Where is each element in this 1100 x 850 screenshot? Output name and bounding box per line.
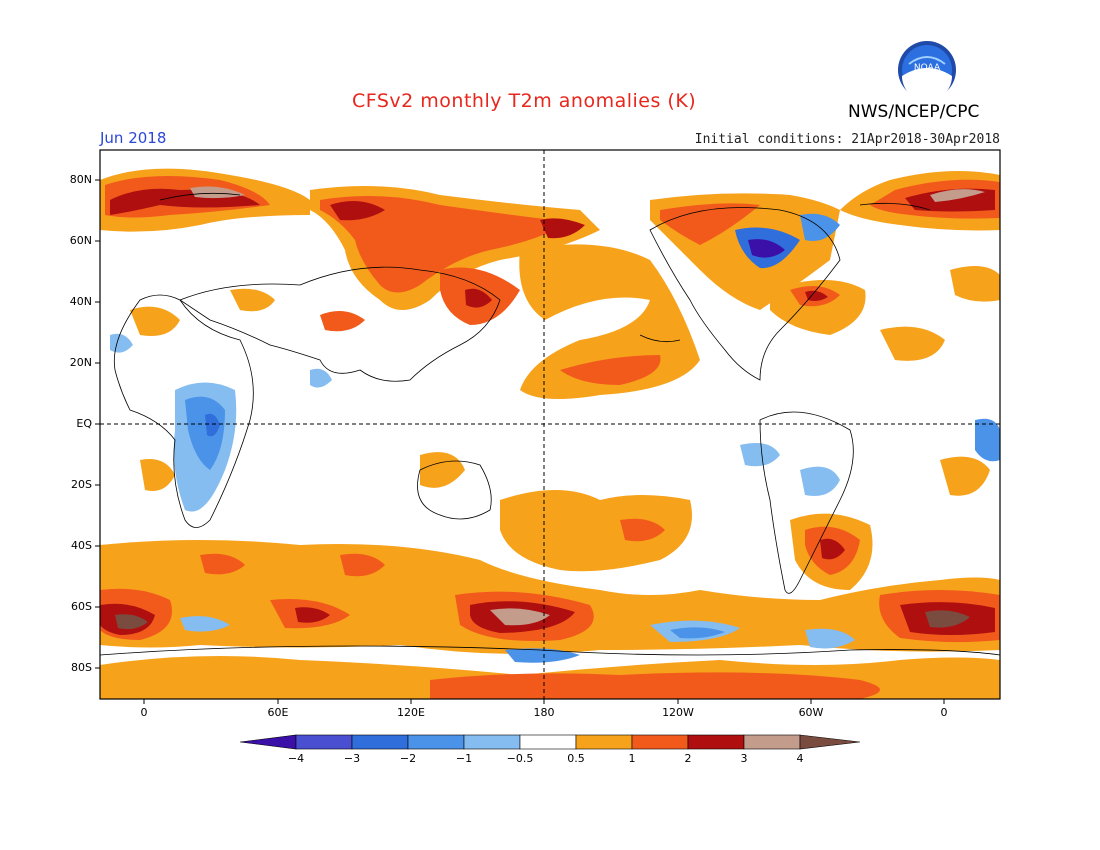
noaa-logo: NOAA [898, 41, 956, 100]
colorbar-label: 4 [796, 752, 804, 765]
lat-label: 40S [71, 539, 92, 552]
lon-label: 60E [267, 706, 289, 719]
initial-conditions: Initial conditions: 21Apr2018-30Apr2018 [694, 132, 1000, 147]
colorbar-label: −0.5 [506, 752, 534, 765]
colorbar-label: 3 [740, 752, 748, 765]
colorbar-label: 0.5 [567, 752, 585, 765]
lon-label: 120E [397, 706, 425, 719]
lon-label: 120W [662, 706, 694, 719]
lat-label: EQ [76, 417, 92, 430]
colorbar [239, 734, 861, 750]
colorbar-label: −2 [399, 752, 417, 765]
lat-label: 80N [69, 173, 92, 186]
lon-label: 0 [940, 706, 948, 719]
lon-label: 60W [798, 706, 824, 719]
lat-label: 80S [71, 661, 92, 674]
lat-label: 20N [69, 356, 92, 369]
colorbar-label: 1 [628, 752, 636, 765]
colorbar-label: −3 [343, 752, 361, 765]
colorbar-label: −4 [287, 752, 305, 765]
chart-title: CFSv2 monthly T2m anomalies (K) [352, 90, 697, 112]
lon-label: 180 [533, 706, 555, 719]
forecast-month: Jun 2018 [100, 129, 167, 147]
colorbar-label: 2 [684, 752, 692, 765]
colorbar-label: −1 [455, 752, 473, 765]
logo-text: NOAA [914, 63, 941, 73]
lat-label: 40N [69, 295, 92, 308]
lon-label: 0 [140, 706, 148, 719]
lat-label: 60N [69, 234, 92, 247]
lat-label: 20S [71, 478, 92, 491]
coastlines [100, 192, 1000, 656]
lat-label: 60S [71, 600, 92, 613]
organization-label: NWS/NCEP/CPC [848, 102, 980, 122]
